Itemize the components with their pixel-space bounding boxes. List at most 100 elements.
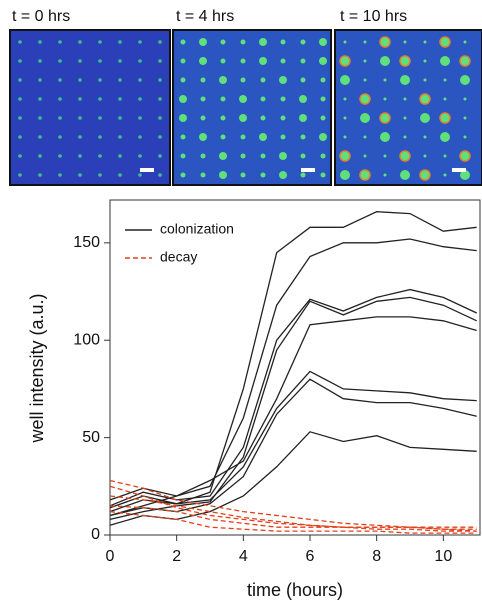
well — [38, 40, 42, 44]
well — [299, 95, 307, 103]
well — [383, 173, 387, 177]
well — [363, 59, 367, 63]
well — [419, 93, 431, 105]
well — [138, 135, 142, 139]
well — [158, 59, 162, 63]
well — [18, 97, 22, 101]
well — [78, 40, 82, 44]
well — [38, 59, 42, 63]
well — [443, 78, 447, 82]
legend-label: decay — [160, 249, 197, 265]
well — [359, 169, 371, 181]
well — [320, 77, 326, 83]
well — [459, 150, 471, 162]
well — [239, 114, 247, 122]
well — [343, 40, 347, 44]
well — [78, 59, 82, 63]
well — [199, 57, 207, 65]
well — [38, 173, 42, 177]
well — [260, 153, 266, 159]
series-line — [109, 370, 477, 509]
y-tick-label: 0 — [91, 526, 100, 543]
well — [138, 173, 142, 177]
well — [380, 132, 390, 142]
well — [300, 153, 306, 159]
series-line — [109, 378, 477, 517]
well — [260, 77, 266, 83]
well — [363, 135, 367, 139]
well — [463, 97, 467, 101]
well — [199, 133, 207, 141]
series-line — [109, 479, 477, 532]
micrograph — [334, 29, 482, 186]
well — [118, 59, 122, 63]
well — [443, 97, 447, 101]
well — [220, 58, 226, 64]
well — [299, 114, 307, 122]
well — [443, 173, 447, 177]
well — [118, 154, 122, 158]
y-tick-label: 50 — [82, 429, 100, 446]
well — [379, 112, 391, 124]
well — [180, 134, 186, 140]
well — [38, 154, 42, 158]
well — [380, 56, 390, 66]
well — [18, 135, 22, 139]
well — [460, 75, 470, 85]
well — [363, 78, 367, 82]
well — [18, 78, 22, 82]
well — [240, 172, 246, 178]
well — [423, 154, 427, 158]
well — [98, 116, 102, 120]
well — [320, 96, 326, 102]
well — [118, 97, 122, 101]
well — [460, 170, 470, 180]
well — [359, 93, 371, 105]
well — [403, 135, 407, 139]
well — [219, 152, 227, 160]
well — [58, 154, 62, 158]
well — [38, 135, 42, 139]
well — [158, 40, 162, 44]
well — [38, 97, 42, 101]
well — [440, 56, 450, 66]
series-line — [109, 505, 477, 528]
well — [58, 40, 62, 44]
well — [38, 116, 42, 120]
well — [300, 77, 306, 83]
well — [58, 97, 62, 101]
well — [259, 133, 267, 141]
well — [439, 112, 451, 124]
well — [300, 172, 306, 178]
well — [98, 40, 102, 44]
well — [319, 38, 327, 46]
well — [363, 40, 367, 44]
legend-label: colonization — [160, 221, 234, 237]
well — [320, 172, 326, 178]
well — [138, 97, 142, 101]
well — [220, 134, 226, 140]
well — [158, 135, 162, 139]
well — [58, 116, 62, 120]
well — [200, 77, 206, 83]
well — [343, 97, 347, 101]
well — [260, 172, 266, 178]
well — [158, 97, 162, 101]
well — [279, 76, 287, 84]
well — [98, 154, 102, 158]
well — [459, 55, 471, 67]
series-line — [109, 485, 477, 532]
well — [118, 78, 122, 82]
well — [158, 116, 162, 120]
well — [78, 116, 82, 120]
well — [38, 78, 42, 82]
well — [240, 134, 246, 140]
well — [179, 95, 187, 103]
well — [280, 134, 286, 140]
well — [98, 59, 102, 63]
well — [118, 173, 122, 177]
well — [98, 135, 102, 139]
well — [58, 59, 62, 63]
x-tick-label: 6 — [306, 548, 315, 565]
